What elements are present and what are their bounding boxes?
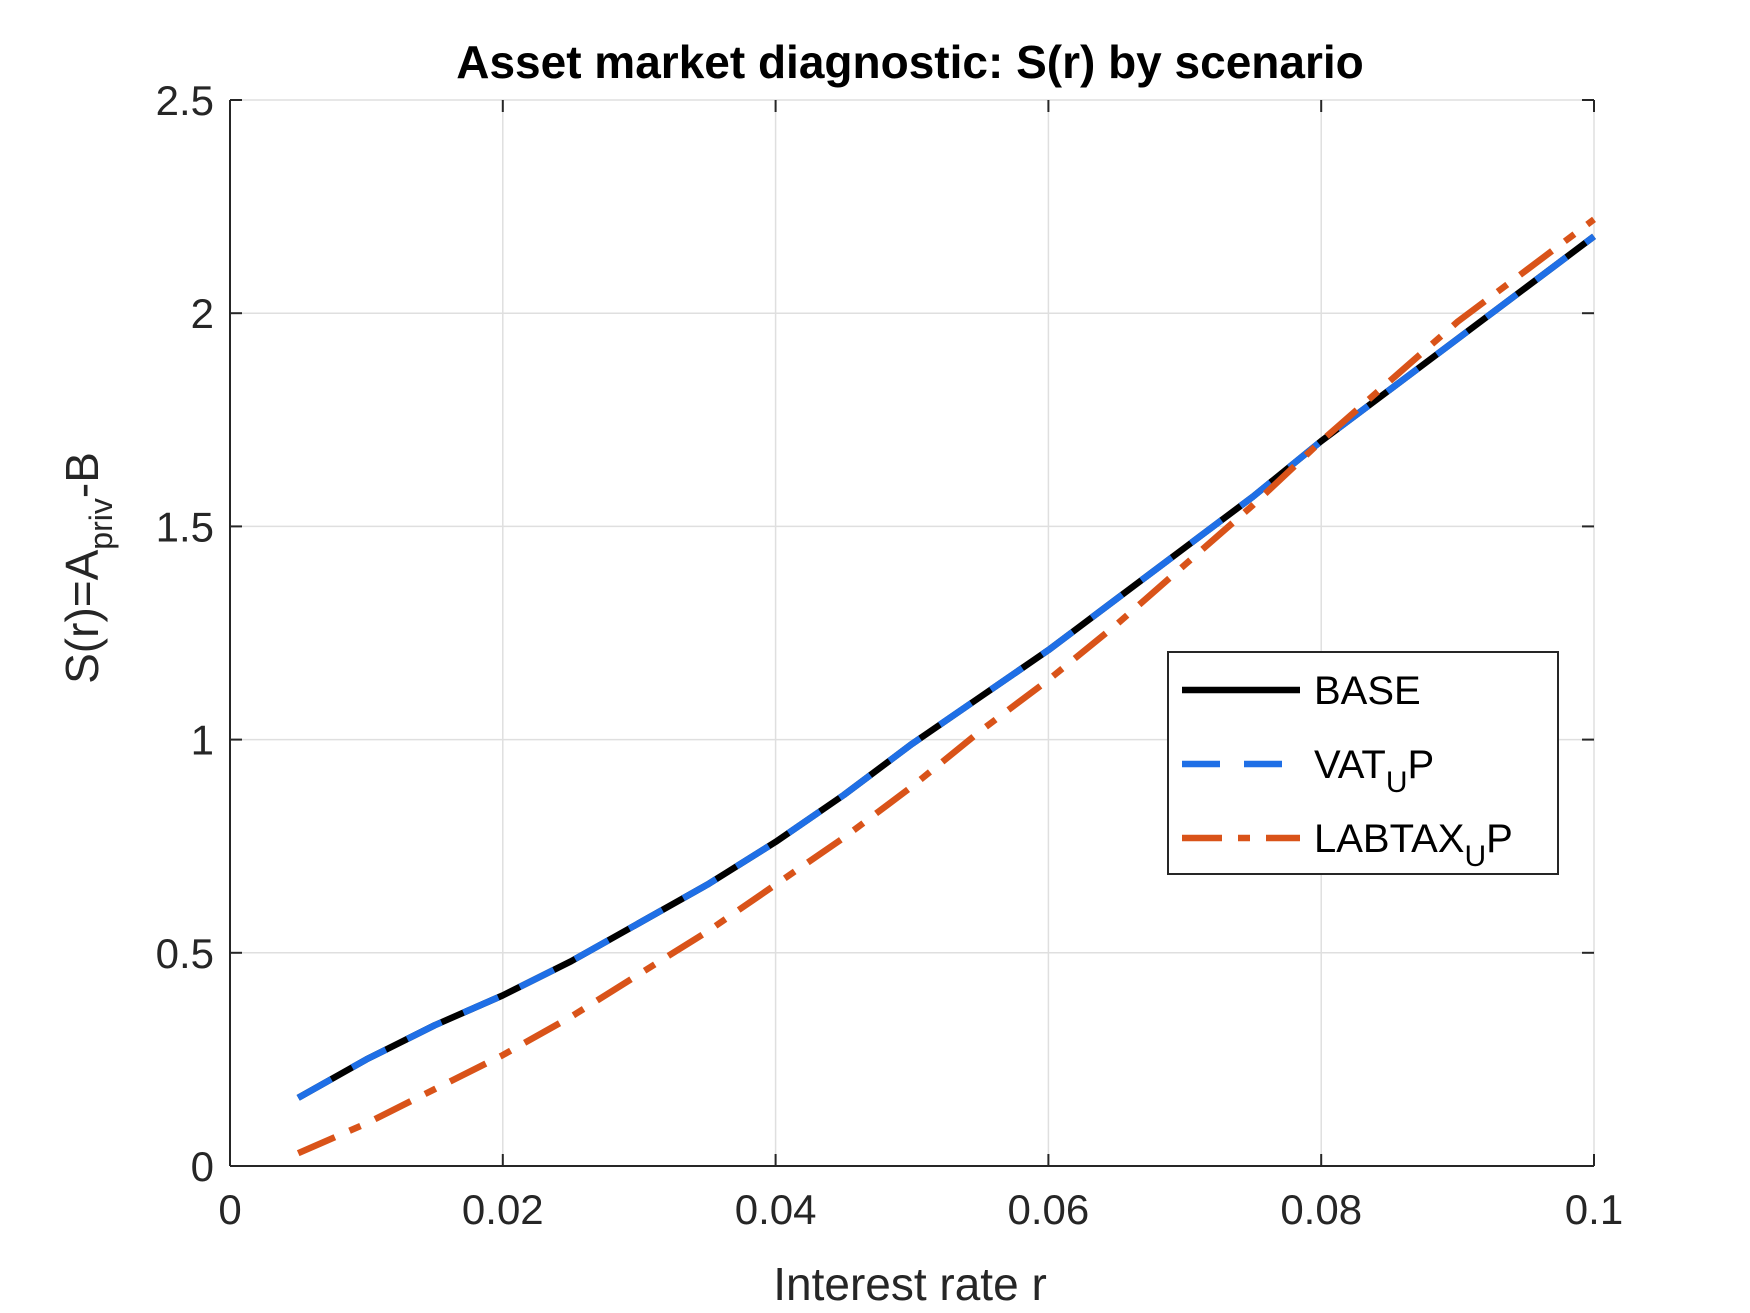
legend-label-main: BASE [1314,669,1421,713]
x-tick-labels: 0 0.02 0.04 0.06 0.08 0.1 [218,1186,1623,1233]
y-tick-label: 0 [191,1143,214,1190]
grid-lines [229,99,1595,1167]
axes [229,99,1595,1167]
y-tick-label: 1.5 [156,503,214,550]
y-axis-title: S(r)=Apriv-B [56,452,119,684]
x-tick-label: 0.1 [1565,1186,1623,1233]
legend-label-subscript: U [1464,840,1486,873]
x-tick-label: 0.02 [462,1186,544,1233]
legend-label-main: VAT [1314,743,1386,787]
y-tick-label: 0.5 [156,930,214,977]
y-tick-labels: 0 0.5 1 1.5 2 2.5 [156,77,214,1190]
x-tick-label: 0.04 [735,1186,817,1233]
chart-title: Asset market diagnostic: S(r) by scenari… [456,36,1364,88]
legend-label-1: BASE [1314,669,1421,713]
y-axis-title-tail: -B [56,452,108,498]
y-tick-label: 1 [191,717,214,764]
legend-label-tail: P [1408,743,1435,787]
series-line-3 [296,216,1596,1157]
y-axis-title-subscript: priv [83,498,119,550]
x-tick-label: 0.06 [1008,1186,1090,1233]
y-tick-label: 2 [191,290,214,337]
plot-area [230,100,1594,1166]
x-tick-label: 0 [218,1186,241,1233]
y-tick-label: 2.5 [156,77,214,124]
legend-label-main: LABTAX [1314,817,1464,861]
series-line-2 [296,233,1596,1101]
y-axis-title-main: S(r)=A [56,549,108,684]
legend-label-3: LABTAXUP [1314,817,1513,873]
x-tick-label: 0.08 [1280,1186,1362,1233]
legend-label-2: VATUP [1314,743,1434,799]
x-axis-title: Interest rate r [773,1258,1047,1310]
legend-label-tail: P [1486,817,1513,861]
legend-label-subscript: U [1386,766,1408,799]
series-layer [296,216,1596,1157]
